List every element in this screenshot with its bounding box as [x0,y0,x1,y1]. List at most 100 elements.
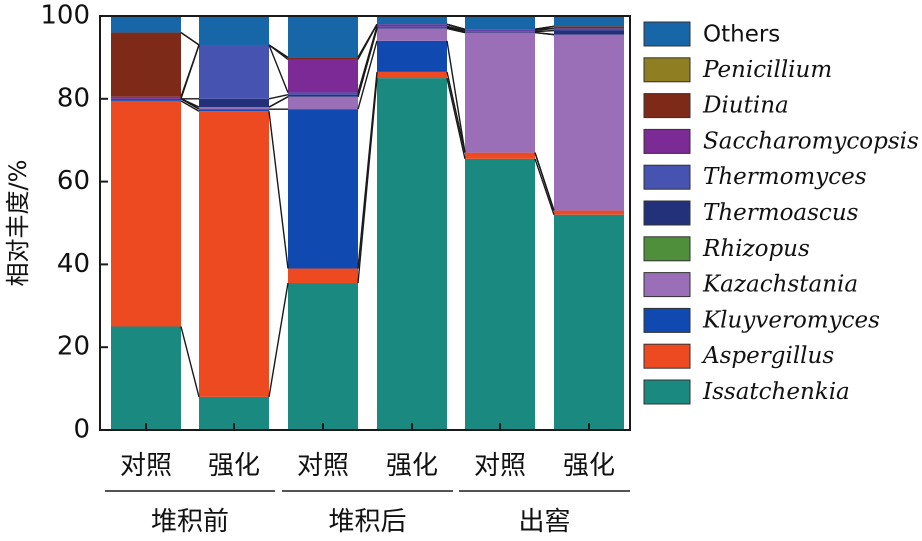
connector-line [446,23,466,30]
bar-aspergillus-5 [465,152,535,159]
bar-kazachstania-6 [554,34,624,211]
x-category-label: 强化 [386,451,438,481]
legend-label-kazachstania: Kazachstania [702,272,858,298]
legend-label-thermoascus: Thermoascus [703,200,859,226]
connector-line [446,25,466,32]
bar-diutina-3 [288,57,358,60]
legend-label-rhizopus: Rhizopus [702,236,810,262]
bar-kazachstania-4 [377,28,447,41]
y-tick-label: 80 [57,83,90,113]
legend-label-penicillium: Penicillium [702,57,832,83]
bar-others-6 [554,16,624,27]
legend-swatch-rhizopus [643,236,691,262]
connector-line [357,71,378,269]
bar-thermoascus-5 [465,31,535,33]
connector-line [357,23,378,58]
bar-thermomyces-6 [554,28,624,31]
legend-swatch-issatchenkia [643,379,691,405]
bar-thermomyces-2 [199,44,269,99]
legend-label-others: Others [703,22,780,48]
bar-kazachstania-3 [288,96,358,110]
legend-swatch-penicillium [643,57,691,83]
bar-kazachstania-5 [465,32,535,153]
legend-swatch-aspergillus [643,343,691,369]
bar-others-2 [199,16,269,45]
group-label: 堆积后 [328,507,406,537]
legend-label-thermomyces: Thermomyces [703,164,867,190]
legend-swatch-thermoascus [643,200,691,226]
bar-thermomyces-5 [465,30,535,32]
connector-line [446,77,466,159]
plot-frame [99,15,631,431]
bar-aspergillus-6 [554,210,624,215]
connector-line [268,44,289,58]
y-tick-label: 40 [57,249,90,279]
bar-thermoascus-4 [377,27,447,29]
bar-issatchenkia-3 [288,283,358,430]
connector-line [180,98,200,108]
bar-thermomyces-3 [288,92,358,95]
legend-swatch-thermomyces [643,164,691,190]
connector-line [446,27,466,34]
legend-swatch-kluyveromyces [643,307,691,333]
connector-line [268,96,289,108]
connector-line [180,31,200,46]
bar-kluyveromyces-2 [199,109,269,112]
legend-label-issatchenkia: Issatchenkia [702,379,850,405]
bar-kazachstania-2 [199,107,269,110]
connector-line [446,26,466,33]
bar-others-5 [465,16,535,30]
group-label: 堆积前 [151,507,229,537]
x-category-label: 对照 [297,451,349,481]
bar-kluyveromyces-1 [111,98,181,101]
connector-line [268,282,289,397]
legend-label-saccharomycopsis: Saccharomycopsis [703,128,919,154]
connector-line [180,44,200,97]
legend-label-diutina: Diutina [702,93,789,119]
bar-aspergillus-3 [288,268,358,284]
connector-line [534,31,555,36]
bar-saccharomycopsis-4 [377,24,447,27]
connector-line [534,25,555,30]
connector-line [534,158,555,215]
connector-line [268,111,289,269]
bar-kluyveromyces-4 [377,40,447,72]
legend-swatch-diutina [643,93,691,119]
bar-thermomyces-4 [377,26,447,28]
y-tick-label: 60 [57,166,90,196]
x-category-label: 强化 [563,451,615,481]
y-tick-label: 0 [73,415,90,445]
bar-thermoascus-3 [288,94,358,97]
bar-saccharomycopsis-1 [111,96,181,99]
bar-kluyveromyces-3 [288,109,358,269]
connector-line [534,29,555,33]
connector-line [180,326,200,398]
y-tick-label: 100 [40,1,90,31]
connector-line [180,100,200,112]
group-label: 出窖 [518,507,570,537]
x-category-label: 对照 [120,451,172,481]
bar-issatchenkia-4 [377,78,447,430]
connector-line [534,152,555,211]
bar-others-3 [288,16,358,58]
legend-swatch-kazachstania [643,272,691,298]
bar-issatchenkia-6 [554,214,624,430]
bar-others-4 [377,16,447,25]
bar-aspergillus-4 [377,71,447,79]
y-axis-title: 相对丰度/% [4,160,32,287]
connector-line [357,78,378,284]
legend-swatch-saccharomycopsis [643,128,691,154]
bar-issatchenkia-5 [465,158,535,430]
bar-thermoascus-2 [199,98,269,108]
connector-line [268,93,289,100]
bar-others-1 [111,16,181,33]
bar-thermoascus-6 [554,30,624,35]
bar-diutina-1 [111,32,181,97]
x-category-label: 强化 [208,451,260,481]
bar-aspergillus-2 [199,111,269,397]
legend-label-aspergillus: Aspergillus [701,343,834,369]
connector-line [357,26,378,93]
bar-saccharomycopsis-5 [465,29,535,31]
